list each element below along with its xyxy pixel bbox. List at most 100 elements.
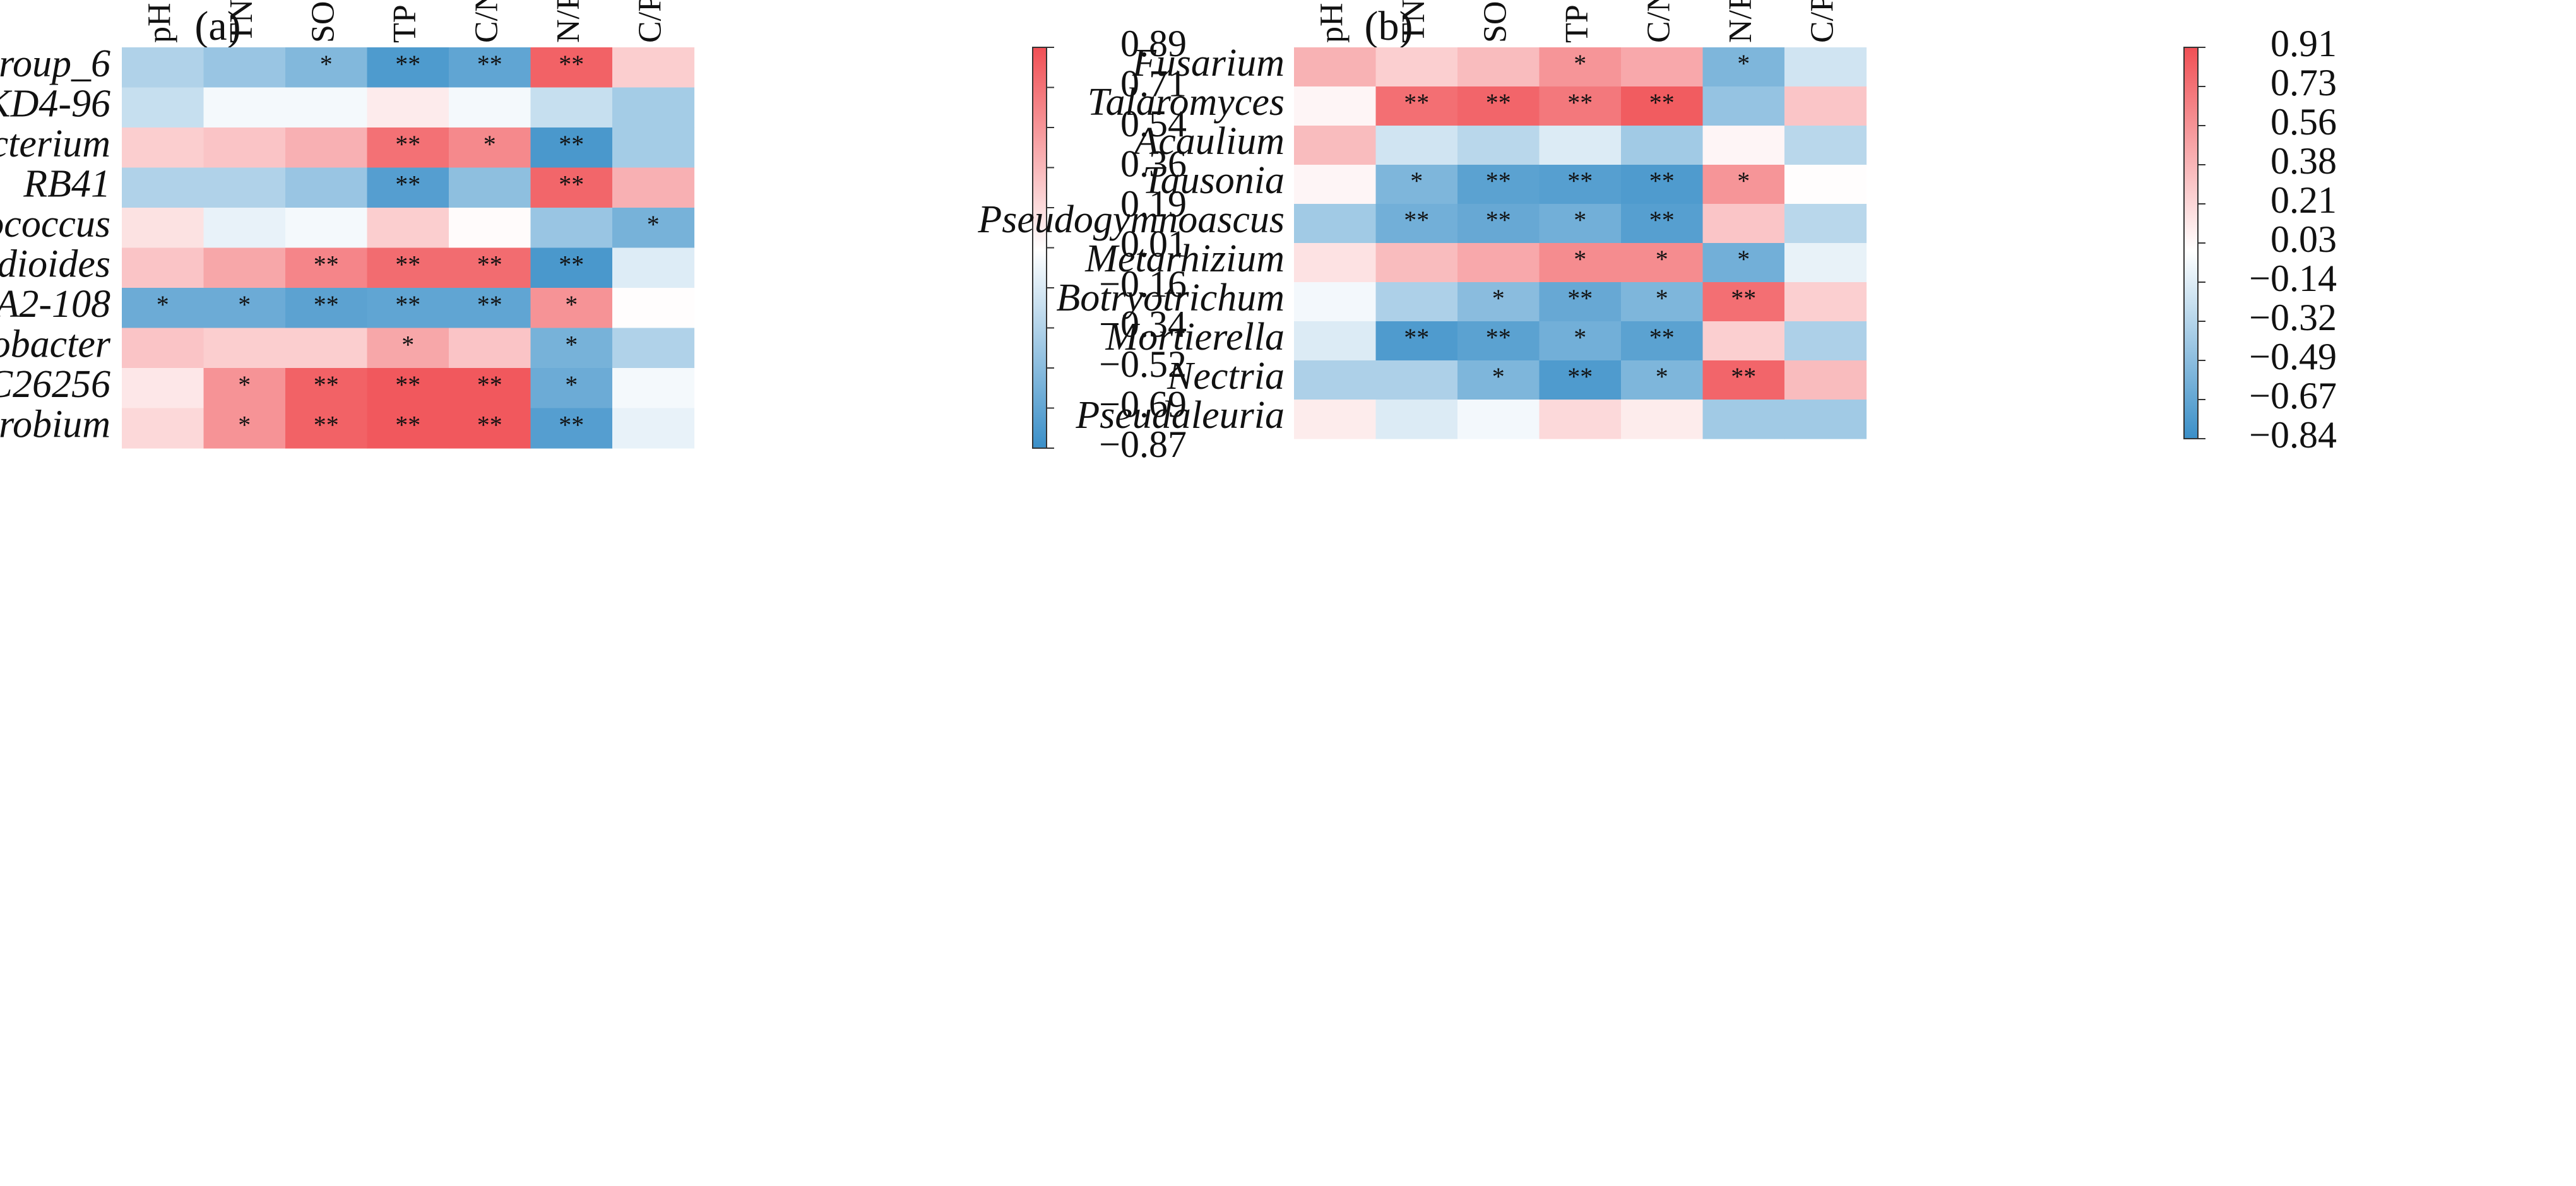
- heatmap-cell: [1457, 400, 1540, 439]
- heatmap-cell: [1539, 360, 1622, 400]
- significance-marker: *: [647, 210, 660, 239]
- row-label: Solirubrobacter: [0, 323, 111, 365]
- significance-marker: *: [1737, 245, 1750, 273]
- significance-marker: *: [157, 290, 169, 319]
- colorbar-tick-label: −0.87: [1099, 424, 1187, 465]
- heatmap-cell: [1294, 243, 1377, 283]
- heatmap-cell: [530, 328, 613, 369]
- heatmap-cell: [285, 167, 368, 208]
- heatmap-cell: [122, 47, 205, 88]
- heatmap-cell: [1784, 282, 1867, 322]
- heatmap-cell: [203, 288, 286, 329]
- significance-marker: **: [395, 371, 420, 399]
- heatmap-cell: [285, 408, 368, 449]
- heatmap-cell: [203, 47, 286, 88]
- row-label: MB-A2-108: [0, 283, 110, 326]
- heatmap-cell: [1621, 400, 1704, 439]
- row-label: Tausonia: [1143, 159, 1285, 202]
- heatmap-cell: [1375, 204, 1458, 244]
- significance-marker: **: [395, 130, 420, 158]
- row-label: Blastococcus: [0, 203, 110, 246]
- significance-marker: *: [1574, 323, 1586, 352]
- heatmap-cell: [612, 47, 695, 88]
- row-label: Nectria: [1166, 355, 1285, 398]
- significance-marker: **: [395, 170, 420, 198]
- heatmap-cell: [530, 127, 613, 169]
- colorbar-tick-label: −0.34: [1099, 303, 1187, 345]
- heatmap-cell: [367, 247, 449, 288]
- significance-marker: **: [1567, 167, 1593, 195]
- heatmap-cell: [1539, 204, 1622, 244]
- row-label: Talaromyces: [1088, 81, 1285, 124]
- heatmap-cell: [1294, 400, 1377, 439]
- colorbar-tick-label: −0.67: [2249, 375, 2337, 417]
- heatmap-cell: [367, 368, 449, 409]
- heatmap-cell: [612, 87, 695, 128]
- significance-marker: **: [559, 250, 584, 278]
- heatmap-cell: [1621, 165, 1704, 205]
- colorbar-tick-label: 0.38: [2270, 140, 2337, 182]
- significance-marker: **: [477, 250, 502, 278]
- heatmap-cell: [1539, 321, 1622, 361]
- heatmap-cell: [367, 208, 449, 249]
- row-label: Mortierella: [1105, 316, 1285, 359]
- heatmap-cell: [1702, 86, 1785, 126]
- heatmap-cell: [1294, 126, 1377, 165]
- column-label: TP: [1559, 4, 1595, 43]
- heatmap-cell: [1294, 321, 1377, 361]
- row-label: Fusarium: [1132, 42, 1285, 85]
- heatmap-cell: [612, 127, 695, 169]
- significance-marker: **: [1567, 284, 1593, 312]
- significance-marker: **: [1404, 206, 1429, 234]
- row-label: Pseudogymnoascus: [977, 198, 1285, 241]
- colorbar-tick-label: 0.01: [1120, 223, 1187, 264]
- heatmap-cell: [612, 208, 695, 249]
- heatmap-cell: [367, 167, 449, 208]
- significance-marker: *: [565, 290, 578, 319]
- significance-marker: **: [1567, 88, 1593, 117]
- heatmap-cell: [122, 167, 205, 208]
- colorbar-tick-label: −0.52: [1099, 343, 1187, 385]
- significance-marker: **: [314, 290, 339, 319]
- significance-marker: **: [1731, 284, 1756, 312]
- significance-marker: **: [1649, 88, 1675, 117]
- heatmap-cell: [449, 247, 531, 288]
- heatmap-cell: [530, 368, 613, 409]
- significance-marker: *: [1492, 362, 1505, 391]
- significance-marker: **: [1404, 88, 1429, 117]
- heatmap-cell: [1375, 360, 1458, 400]
- heatmap-cell: [1784, 165, 1867, 205]
- colorbar-tick-label: 0.19: [1120, 183, 1187, 225]
- panel-label: (b): [1365, 3, 1413, 49]
- row-label: Nocardioides: [0, 242, 110, 285]
- colorbar-tick-label: −0.49: [2249, 336, 2337, 377]
- heatmap-cell: [203, 127, 286, 169]
- significance-marker: **: [477, 410, 502, 439]
- significance-marker: *: [238, 371, 251, 399]
- heatmap-cell: [449, 208, 531, 249]
- significance-marker: *: [565, 330, 578, 359]
- heatmap-cell: [1784, 204, 1867, 244]
- heatmap-panel-a: (a)* ** ** **** * **** ***** ** ** *** * ** ** ** ** **…: [0, 0, 1187, 465]
- significance-marker: **: [477, 371, 502, 399]
- heatmap-cell: [1784, 86, 1867, 126]
- heatmap-cell: [1539, 282, 1622, 322]
- significance-marker: **: [1649, 167, 1675, 195]
- heatmap-cell: [367, 87, 449, 128]
- colorbar-tick-label: −0.16: [1099, 263, 1187, 305]
- heatmap-cell: [1702, 282, 1785, 322]
- heatmap-cell: [367, 47, 449, 88]
- heatmap-cell: [203, 208, 286, 249]
- column-label: pH: [1314, 3, 1350, 43]
- heatmap-cell: [449, 167, 531, 208]
- heatmap-cell: [203, 408, 286, 449]
- column-label: C/N: [469, 0, 505, 43]
- column-label: N/P: [1723, 0, 1759, 43]
- heatmap-cell: [449, 328, 531, 369]
- row-label: Pseudaleuria: [1075, 394, 1285, 437]
- heatmap-cell: [285, 328, 368, 369]
- significance-marker: **: [1649, 206, 1675, 234]
- significance-marker: **: [314, 410, 339, 439]
- column-label: SOC: [1478, 0, 1514, 43]
